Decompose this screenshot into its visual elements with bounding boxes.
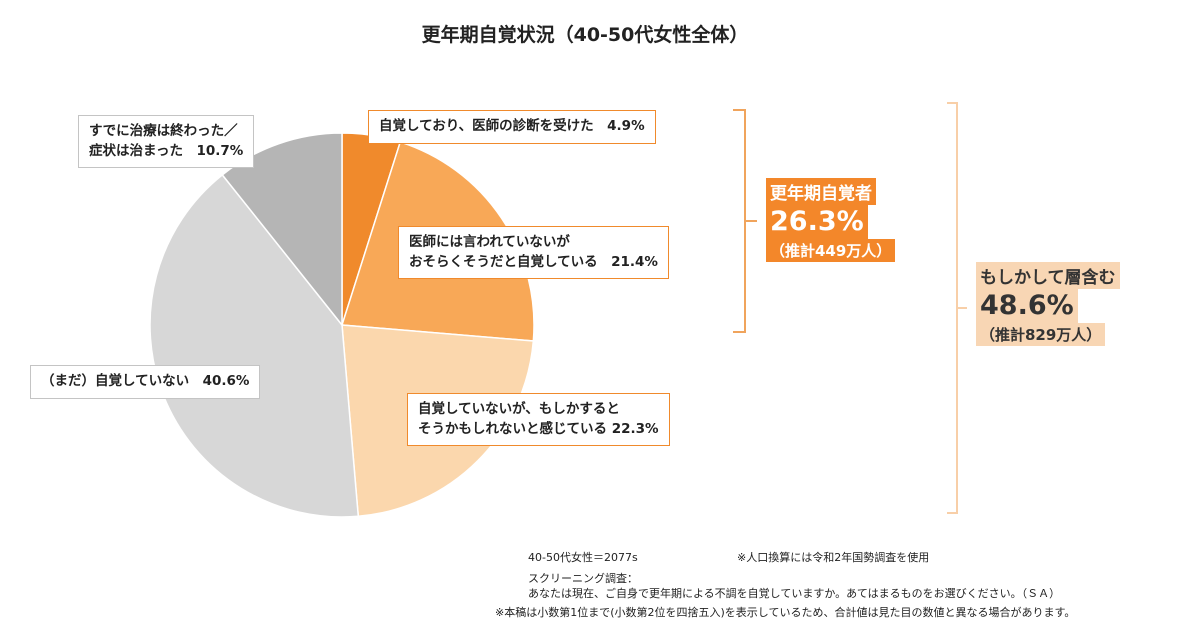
screening-label: スクリーニング調査： xyxy=(528,572,638,585)
slice-label-not-aware: （まだ）自覚していない 40.6% xyxy=(30,365,261,399)
sample-size-note: 40-50代女性＝2077s xyxy=(528,551,638,564)
maybe-bracket xyxy=(947,102,967,514)
rounding-note: ※本稿は小数第1位まで(小数第2位を四捨五入)を表示しているため、合計値は見た目… xyxy=(495,606,1076,619)
maybe-summary: もしかして層含む 48.6% （推計829万人） xyxy=(976,262,1120,346)
aware-summary: 更年期自覚者 26.3% （推計449万人） xyxy=(766,178,896,262)
maybe-title: もしかして層含む xyxy=(976,262,1120,289)
pie-slice-finished xyxy=(221,132,343,328)
slice-label-finished: すでに治療は終わった／ 症状は治まった 10.7% xyxy=(78,115,255,169)
screening-question: あなたは現在、ご自身で更年期による不調を自覚していますか。あてはまるものをお選び… xyxy=(528,587,1061,600)
aware-estimate: （推計449万人） xyxy=(766,239,896,262)
slice-label-maybe: 自覚していないが、もしかすると そうかもしれないと感じている 22.3% xyxy=(407,393,670,447)
pie-slices xyxy=(149,132,535,518)
aware-percentage: 26.3% xyxy=(766,205,868,239)
aware-bracket xyxy=(733,109,757,333)
slice-label-diagnosed: 自覚しており、医師の診断を受けた 4.9% xyxy=(368,110,656,144)
maybe-percentage: 48.6% xyxy=(976,289,1078,323)
chart-title: 更年期自覚状況（40-50代女性全体） xyxy=(421,24,749,46)
population-note: ※人口換算には令和2年国勢調査を使用 xyxy=(737,551,930,564)
slice-label-self-aware: 医師には言われていないが おそらくそうだと自覚している 21.4% xyxy=(398,226,669,280)
aware-title: 更年期自覚者 xyxy=(766,178,876,205)
maybe-estimate: （推計829万人） xyxy=(976,323,1106,346)
